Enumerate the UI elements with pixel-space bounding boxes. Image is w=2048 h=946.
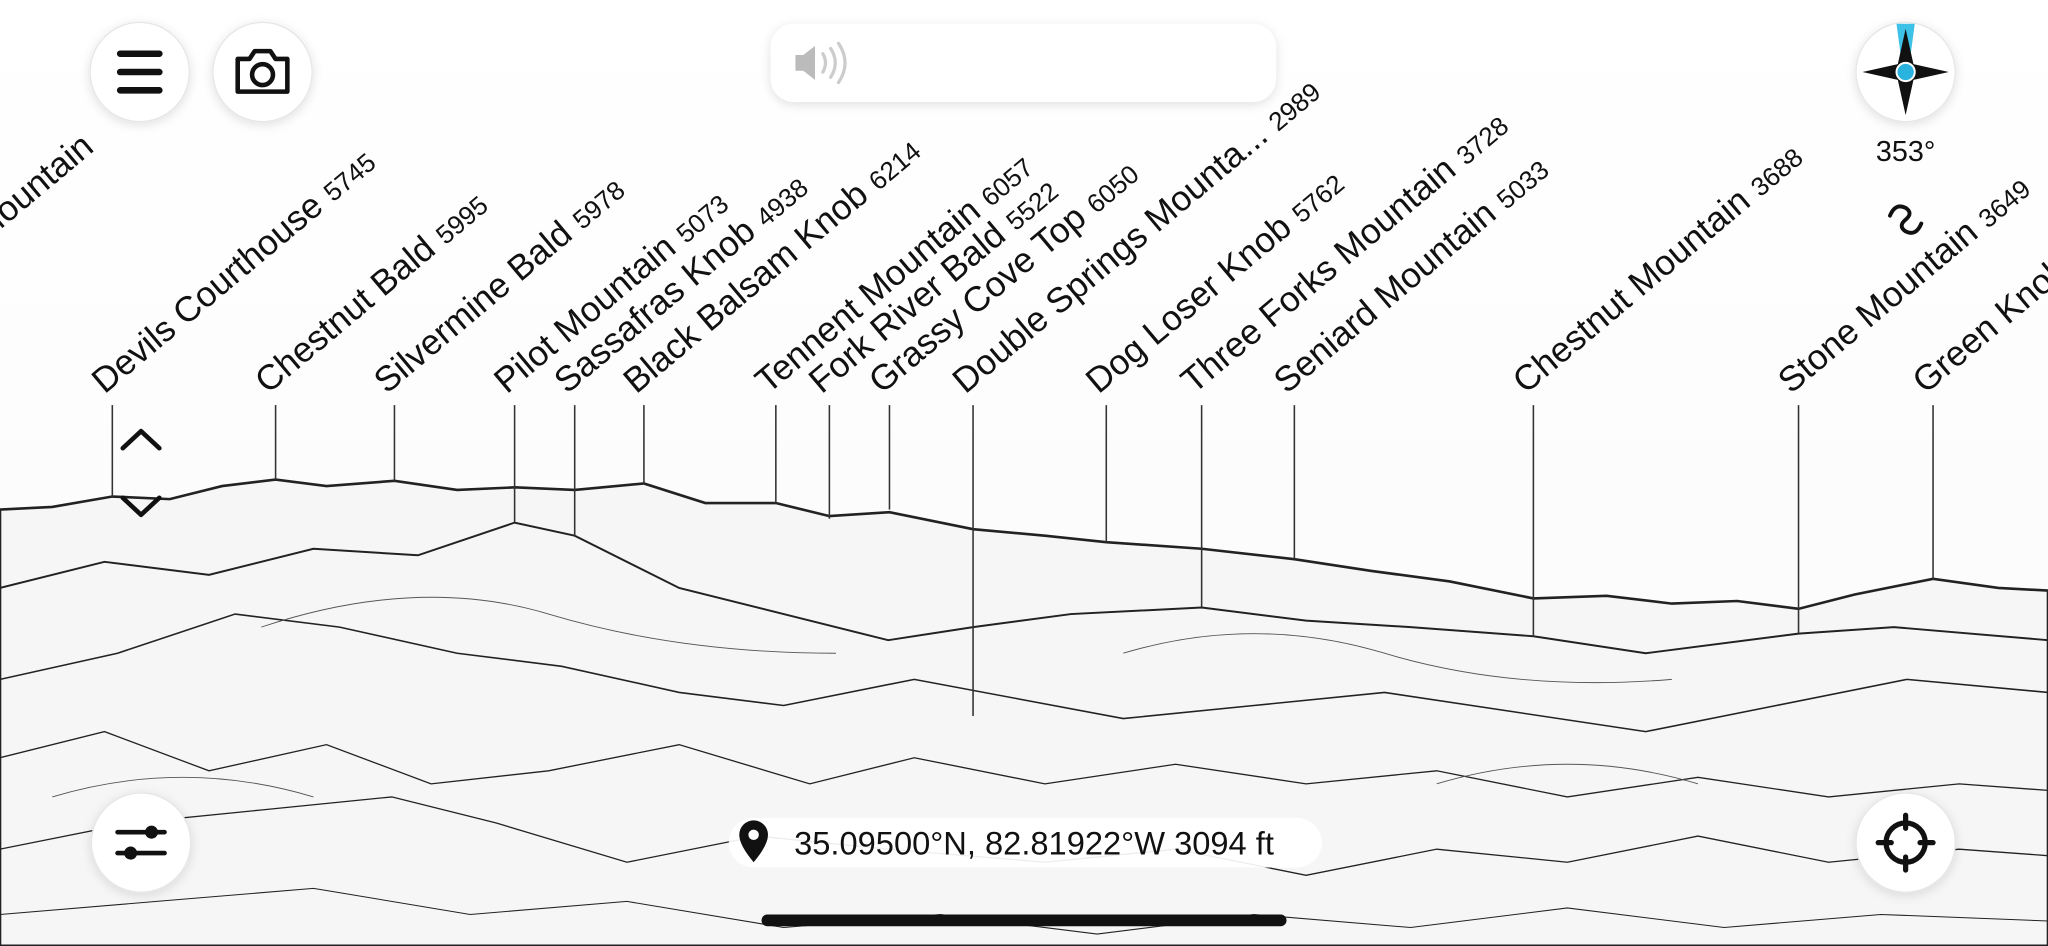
menu-button[interactable] <box>89 21 191 123</box>
locate-button[interactable] <box>1855 792 1956 893</box>
location-pill-bg <box>728 817 1322 868</box>
settings-button[interactable] <box>90 792 192 893</box>
settings-knob <box>144 825 159 839</box>
search-bar[interactable] <box>770 23 1277 103</box>
locate-button-bg[interactable] <box>1855 792 1956 893</box>
zoom-down[interactable] <box>120 495 162 518</box>
location-coordinates: 35.09500°N, 82.81922°W 3094 ft <box>794 824 1274 861</box>
locate-crosshair <box>1875 812 1936 873</box>
settings-knob <box>124 846 138 860</box>
camera-button[interactable] <box>212 21 313 123</box>
pin-hole <box>748 829 759 841</box>
settings-button-bg[interactable] <box>90 792 192 893</box>
search-bar-bg[interactable] <box>770 23 1277 103</box>
menu-icon[interactable] <box>116 50 163 94</box>
sound-waves <box>821 41 847 85</box>
compass-heading: 353° <box>1876 136 1935 168</box>
camera-icon[interactable] <box>235 48 290 94</box>
camera-lens <box>249 61 276 88</box>
camera-button-bg[interactable] <box>212 21 313 123</box>
sound-icon[interactable] <box>795 45 816 80</box>
terrain <box>0 478 2048 946</box>
compass-dot <box>1895 61 1916 83</box>
compass[interactable]: 353° <box>1855 21 1956 168</box>
rotate-icon[interactable] <box>1887 204 1924 235</box>
zoom-up[interactable] <box>120 428 162 451</box>
pin-icon <box>739 820 768 863</box>
home-indicator <box>761 914 1287 927</box>
location-pill: 35.09500°N, 82.81922°W 3094 ft <box>728 817 1322 868</box>
